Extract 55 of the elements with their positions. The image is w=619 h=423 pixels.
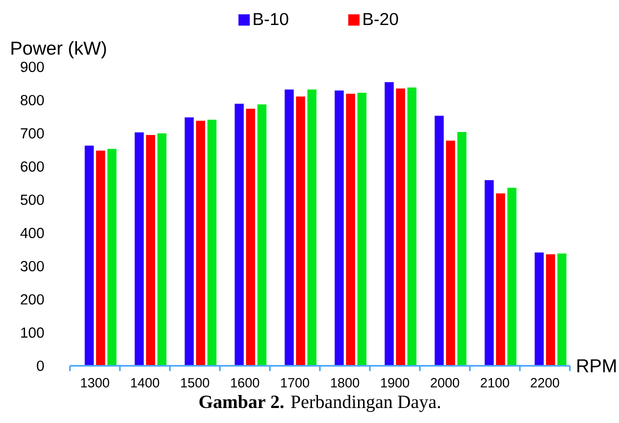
x-tick-label: 1400 xyxy=(131,378,160,388)
bar xyxy=(257,104,266,366)
y-axis-title: Power (kW) xyxy=(12,41,106,58)
bar xyxy=(334,90,344,366)
bar xyxy=(196,120,206,366)
y-tick-label: 400 xyxy=(20,228,44,238)
bar xyxy=(357,92,366,366)
x-tick-label: 1900 xyxy=(381,378,410,388)
bar xyxy=(346,94,356,366)
x-tick-label: 2100 xyxy=(480,378,510,388)
x-axis-title: RPM xyxy=(577,359,616,372)
legend-label: B-20 xyxy=(364,13,398,26)
bar xyxy=(446,140,456,366)
x-tick-label: 2000 xyxy=(430,378,460,388)
y-tick-label: 900 xyxy=(20,62,44,72)
bar xyxy=(407,88,416,366)
bar xyxy=(107,148,116,366)
x-tick-label: 1500 xyxy=(181,378,210,388)
bar xyxy=(96,150,106,366)
bar xyxy=(546,254,556,366)
bar xyxy=(184,117,194,366)
bar xyxy=(307,90,316,366)
x-tick-label: 1700 xyxy=(281,378,310,388)
y-tick-label: 600 xyxy=(20,161,44,172)
x-tick-label: 2200 xyxy=(530,378,560,388)
y-tick-label: 100 xyxy=(21,327,44,338)
x-tick-label: 1600 xyxy=(231,378,260,388)
bar xyxy=(384,82,394,366)
bar xyxy=(457,132,466,366)
bar xyxy=(484,180,494,366)
y-tick-label: 200 xyxy=(20,294,44,305)
bar xyxy=(234,104,244,366)
bar xyxy=(84,146,94,366)
bar xyxy=(207,120,216,366)
bar xyxy=(557,254,566,366)
y-tick-label: 700 xyxy=(20,128,44,139)
y-tick-label: 800 xyxy=(20,95,44,106)
legend-label: B-10 xyxy=(254,13,288,26)
y-tick-label: 0 xyxy=(36,360,44,372)
bar xyxy=(534,252,544,366)
bar xyxy=(157,133,166,366)
bar xyxy=(507,188,516,366)
bar xyxy=(284,90,294,366)
bar xyxy=(146,135,156,366)
y-tick-label: 500 xyxy=(20,194,44,205)
bar xyxy=(434,116,444,366)
bar xyxy=(246,108,256,366)
bar xyxy=(134,132,144,366)
x-tick-label: 1300 xyxy=(81,378,110,388)
x-tick-label: 1800 xyxy=(331,378,360,388)
bar xyxy=(296,96,306,366)
y-tick-label: 300 xyxy=(20,261,44,272)
text: Gambar 2. Perbandingan Daya. xyxy=(199,395,440,412)
bar xyxy=(496,193,506,366)
bar xyxy=(396,88,406,366)
